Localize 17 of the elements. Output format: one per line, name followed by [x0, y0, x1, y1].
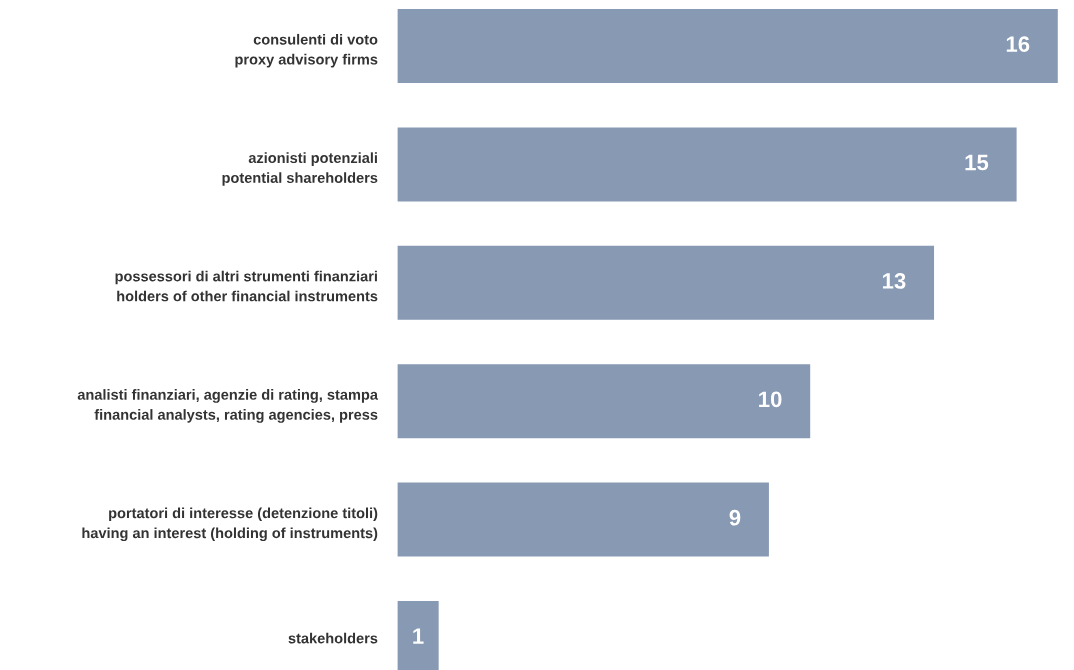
- data-label: 15: [965, 154, 989, 171]
- data-label: 10: [759, 391, 782, 408]
- y-tick-label: consulenti di voto proxy advisory firms: [235, 33, 378, 68]
- data-label: 1: [413, 628, 424, 644]
- bar: [397, 482, 769, 557]
- y-tick-label: analisti finanziari, agenzie di rating, stampa financial analysts, rating agencies, press: [77, 389, 379, 423]
- bar: [397, 127, 1017, 202]
- data-label: 9: [729, 509, 741, 526]
- bar: [397, 9, 1058, 83]
- data-label: 13: [882, 273, 906, 289]
- bar: [397, 245, 935, 320]
- y-tick-label: stakeholders: [288, 632, 378, 644]
- bar: [397, 364, 811, 439]
- y-tick-label: portatori di interesse (detenzione titoli) having an interest (holding of instruments): [82, 507, 378, 542]
- y-tick-label: azionisti potenziali potential shareholders: [222, 152, 378, 186]
- data-label: 16: [1006, 36, 1030, 52]
- y-tick-label: possessori di altri strumenti finanziari holders of other financial instruments: [115, 270, 378, 302]
